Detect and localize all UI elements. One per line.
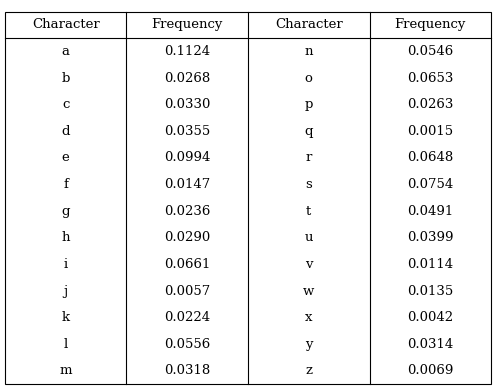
- Text: m: m: [60, 364, 72, 377]
- Text: 0.0015: 0.0015: [407, 125, 453, 138]
- Text: y: y: [305, 338, 312, 351]
- Text: 0.0290: 0.0290: [164, 231, 210, 244]
- Text: 0.0318: 0.0318: [164, 364, 210, 377]
- Text: 0.0994: 0.0994: [164, 151, 210, 165]
- Text: 0.0135: 0.0135: [407, 284, 453, 298]
- Text: 0.0546: 0.0546: [407, 45, 453, 58]
- Text: 0.0236: 0.0236: [164, 205, 210, 218]
- Text: Character: Character: [275, 19, 343, 31]
- Text: 0.0648: 0.0648: [407, 151, 453, 165]
- Text: d: d: [62, 125, 70, 138]
- Text: 0.0653: 0.0653: [407, 72, 453, 85]
- Text: 0.0491: 0.0491: [407, 205, 453, 218]
- Text: e: e: [62, 151, 69, 165]
- Text: n: n: [305, 45, 313, 58]
- Text: v: v: [305, 258, 312, 271]
- Text: Frequency: Frequency: [152, 19, 223, 31]
- Text: g: g: [62, 205, 70, 218]
- Text: 0.0399: 0.0399: [407, 231, 453, 244]
- Text: i: i: [63, 258, 68, 271]
- Text: a: a: [62, 45, 70, 58]
- Text: 0.0754: 0.0754: [407, 178, 453, 191]
- Text: q: q: [305, 125, 313, 138]
- Text: 0.0057: 0.0057: [164, 284, 210, 298]
- Text: l: l: [63, 338, 68, 351]
- Text: 0.0263: 0.0263: [407, 98, 453, 111]
- Text: 0.0355: 0.0355: [164, 125, 210, 138]
- Text: h: h: [62, 231, 70, 244]
- Text: 0.0042: 0.0042: [407, 311, 453, 324]
- Text: f: f: [63, 178, 68, 191]
- Text: j: j: [63, 284, 68, 298]
- Text: k: k: [62, 311, 70, 324]
- Text: r: r: [306, 151, 312, 165]
- Text: u: u: [305, 231, 313, 244]
- Text: b: b: [62, 72, 70, 85]
- Text: 0.0069: 0.0069: [407, 364, 453, 377]
- Text: 0.0661: 0.0661: [164, 258, 210, 271]
- Text: z: z: [305, 364, 312, 377]
- Text: w: w: [303, 284, 314, 298]
- Text: Frequency: Frequency: [395, 19, 466, 31]
- Text: 0.0556: 0.0556: [164, 338, 210, 351]
- Text: 0.0224: 0.0224: [164, 311, 210, 324]
- Text: o: o: [305, 72, 312, 85]
- Text: 0.0330: 0.0330: [164, 98, 210, 111]
- Text: 0.0114: 0.0114: [407, 258, 453, 271]
- Text: p: p: [305, 98, 313, 111]
- Text: 0.0268: 0.0268: [164, 72, 210, 85]
- Text: x: x: [305, 311, 312, 324]
- Text: 0.1124: 0.1124: [164, 45, 210, 58]
- Text: c: c: [62, 98, 69, 111]
- Text: 0.0314: 0.0314: [407, 338, 453, 351]
- Text: t: t: [306, 205, 311, 218]
- Text: s: s: [306, 178, 312, 191]
- Text: Character: Character: [32, 19, 100, 31]
- Text: 0.0147: 0.0147: [164, 178, 210, 191]
